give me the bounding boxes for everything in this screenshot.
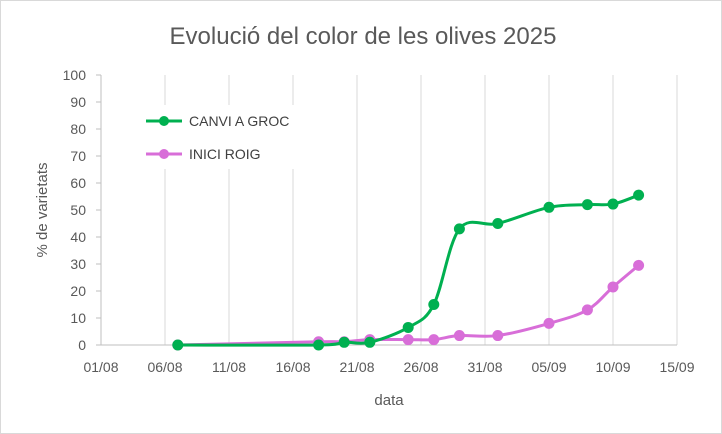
data-point [492,330,504,342]
x-tick-label: 31/08 [467,359,502,375]
legend: CANVI A GROC INICI ROIG [146,113,289,162]
series-inici-roig [172,259,645,351]
legend-item: INICI ROIG [146,146,261,162]
x-tick-label: 26/08 [403,359,438,375]
y-tick-label: 50 [70,202,86,218]
y-tick-label: 40 [70,229,86,245]
y-tick-label: 0 [78,337,86,353]
legend-item: CANVI A GROC [146,113,289,129]
data-point [402,321,414,333]
y-axis-title: % de varietats [34,162,51,257]
x-tick-label: 11/08 [212,359,246,375]
series-layer [172,189,645,351]
data-point [364,336,376,348]
y-tick-label: 60 [70,175,86,191]
y-tick-label: 20 [70,283,86,299]
x-tick-label: 15/09 [659,359,694,375]
data-point [402,334,414,346]
data-point [492,218,504,229]
x-axis-title: data [374,392,404,409]
legend-label: INICI ROIG [189,146,261,162]
data-point [313,339,325,351]
data-point [607,281,619,293]
y-tick-label: 70 [70,148,86,164]
chart-title: Evolució del color de les olives 2025 [170,23,557,50]
series-canvi-a-groc [172,189,645,351]
y-tick-label: 90 [70,94,86,110]
series-line [176,263,641,347]
data-point [453,330,465,342]
legend-swatch-marker [159,149,169,159]
data-point [428,299,440,310]
legend-swatch-marker [159,116,169,126]
y-tick-label: 100 [63,67,87,83]
x-tick-label: 21/08 [339,359,374,375]
y-tick-label: 30 [70,256,86,272]
data-point [581,199,593,211]
data-point [543,201,555,213]
y-tick-label: 80 [70,121,86,137]
data-point [428,334,440,346]
x-tick-label: 10/09 [595,359,630,375]
data-point [543,317,555,329]
x-tick-label: 05/09 [531,359,566,375]
x-tick-label: 16/08 [275,359,310,375]
data-point [633,189,645,201]
legend-label: CANVI A GROC [189,113,289,129]
y-tick-label: 10 [70,310,86,326]
x-tick-label: 01/08 [83,359,118,375]
data-point [607,198,619,210]
axes: 01/08 06/08 11/08 16/08 21/08 26/08 31/08 05/09… [63,67,695,375]
data-point [581,304,593,316]
data-point [338,336,350,348]
data-point [633,259,645,271]
data-point [453,223,465,235]
data-point [172,339,184,351]
x-tick-label: 06/08 [147,359,182,375]
